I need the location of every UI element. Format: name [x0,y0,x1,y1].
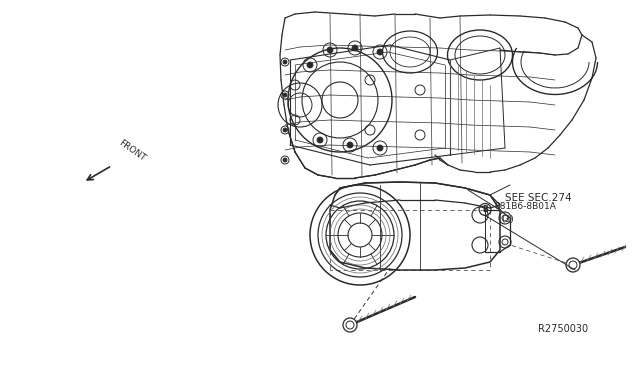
Circle shape [283,158,287,162]
Circle shape [347,142,353,148]
Circle shape [327,47,333,53]
Text: FRONT: FRONT [117,139,147,164]
Circle shape [283,60,287,64]
Circle shape [317,137,323,143]
Circle shape [352,45,358,51]
Text: 081B6-8B01A: 081B6-8B01A [494,202,556,211]
Circle shape [377,49,383,55]
Text: R2750030: R2750030 [538,324,588,334]
Text: B: B [483,205,488,214]
Circle shape [566,258,580,272]
Circle shape [343,318,357,332]
Text: SEE SEC.274: SEE SEC.274 [505,193,572,203]
Text: (3): (3) [501,215,514,224]
Circle shape [283,93,287,97]
Circle shape [307,62,313,68]
Circle shape [283,128,287,132]
Circle shape [377,145,383,151]
